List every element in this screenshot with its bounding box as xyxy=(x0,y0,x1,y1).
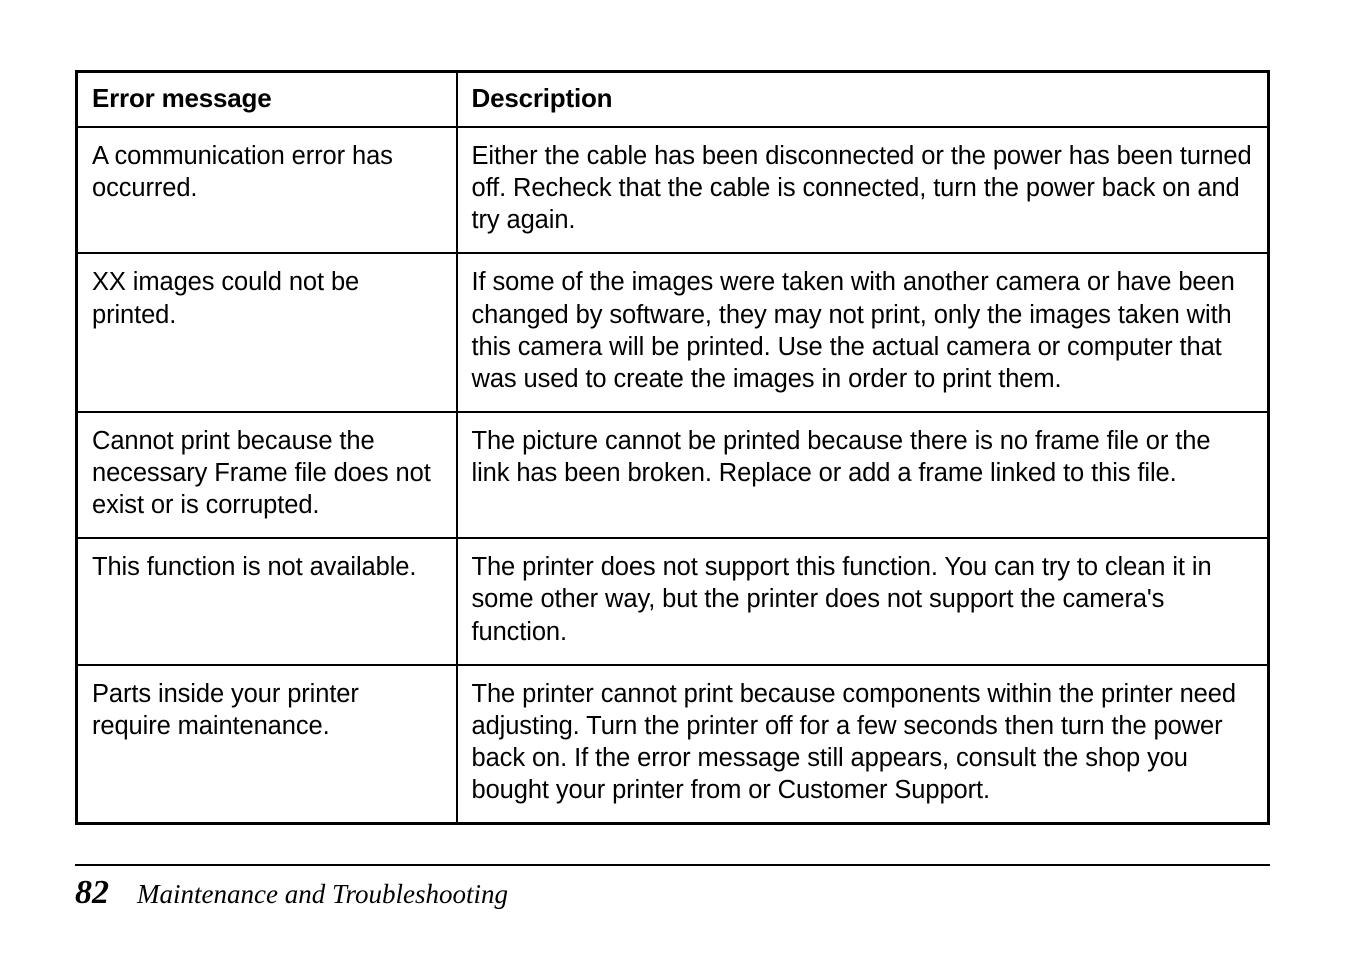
error-messages-table: Error message Description A communicatio… xyxy=(75,70,1270,825)
table-row: Parts inside your printer require mainte… xyxy=(77,665,1269,824)
cell-description: Either the cable has been disconnected o… xyxy=(457,127,1269,253)
cell-error: Parts inside your printer require mainte… xyxy=(77,665,457,824)
table-row: XX images could not be printed. If some … xyxy=(77,253,1269,412)
page-number: 82 xyxy=(75,874,109,912)
page-container: Error message Description A communicatio… xyxy=(0,0,1345,954)
cell-description: If some of the images were taken with an… xyxy=(457,253,1269,412)
cell-description: The printer cannot print because compone… xyxy=(457,665,1269,824)
cell-error: A communication error has occurred. xyxy=(77,127,457,253)
header-error-message: Error message xyxy=(77,72,457,128)
header-description: Description xyxy=(457,72,1269,128)
cell-description: The picture cannot be printed because th… xyxy=(457,412,1269,538)
cell-error: Cannot print because the necessary Frame… xyxy=(77,412,457,538)
page-footer: 82 Maintenance and Troubleshooting xyxy=(75,864,1270,912)
cell-error: XX images could not be printed. xyxy=(77,253,457,412)
cell-description: The printer does not support this functi… xyxy=(457,538,1269,664)
chapter-title: Maintenance and Troubleshooting xyxy=(137,879,508,910)
table-row: Cannot print because the necessary Frame… xyxy=(77,412,1269,538)
table-header-row: Error message Description xyxy=(77,72,1269,128)
cell-error: This function is not available. xyxy=(77,538,457,664)
table-row: A communication error has occurred. Eith… xyxy=(77,127,1269,253)
table-row: This function is not available. The prin… xyxy=(77,538,1269,664)
